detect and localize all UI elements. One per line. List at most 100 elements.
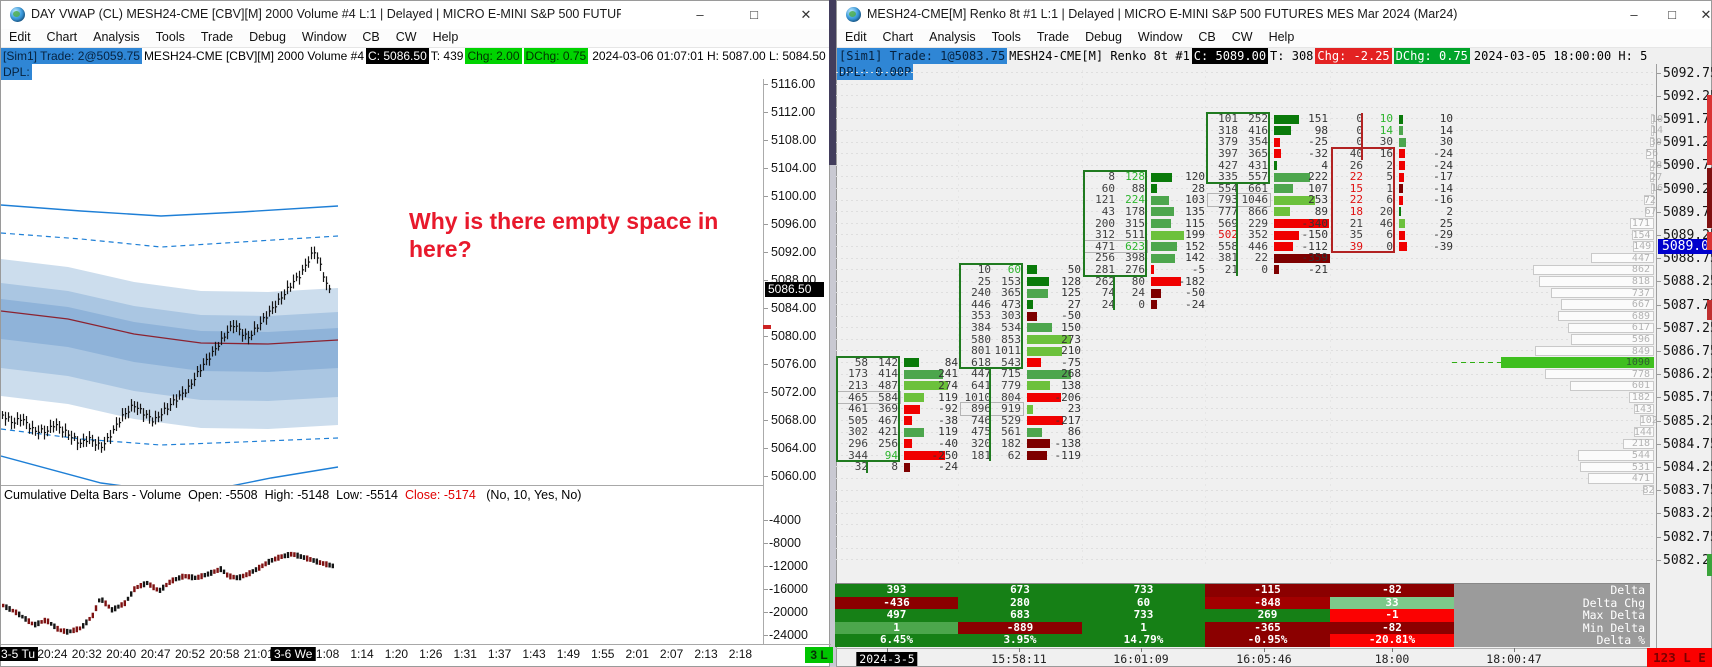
time-axis-label: 1:14 [350,647,374,661]
axis-tick [764,168,768,169]
right-status-line1: [Sim1] Trade: 1@5083.75 MESH24-CME[M] Re… [837,48,1711,64]
right-menu-tools[interactable]: Tools [991,30,1021,44]
subgraph-axis-label: -8000 [769,536,801,550]
left-menu-edit[interactable]: Edit [9,30,31,44]
pane-divider[interactable] [1,485,763,486]
left-main-chart[interactable] [1,79,763,485]
status-segment: [Sim1] Trade: 2@5059.75 [1,48,142,64]
axis-tick [764,476,768,477]
left-position-badge: 3 L [805,647,833,663]
time-axis-label: 1:55 [591,647,615,661]
time-axis-label: 20:58 [209,647,240,661]
time-axis-label: 3-5 Tu [0,647,39,661]
left-price-axis-line [763,79,764,644]
left-menu-trade[interactable]: Trade [200,30,234,44]
right-menu-debug[interactable]: Debug [1085,30,1122,44]
subgraph-axis-label: -24000 [769,628,808,642]
status-segment: DPL: 0.00P [837,64,914,80]
left-menu-cb[interactable]: CB [362,30,380,44]
status-segment: T: 308 [1270,49,1314,63]
axis-tick [764,280,768,281]
time-axis-label: 1:08 [315,647,340,661]
status-segment: 2024-03-05 18:00:00 H: 5 [1473,49,1648,63]
right-menu-edit[interactable]: Edit [845,30,867,44]
axis-tick [764,392,768,393]
status-segment: MESH24-CME[M] Renko 8t #1 [1009,49,1190,63]
right-menubar: Edit Chart Analysis Tools Trade Debug Window CB… [837,29,1711,48]
right-menu-cw[interactable]: CW [1231,30,1253,44]
left-status-line2: DPL: [1,64,829,80]
time-axis-label: 2:13 [694,647,718,661]
price-axis-label: 5108.00 [771,133,817,147]
left-menu-cw[interactable]: CW [395,30,417,44]
app-globe-icon [846,7,861,22]
time-axis-label: 1:20 [384,647,409,661]
vwap-axis-tick [763,325,771,329]
last-price-tag: 5086.50 [765,282,824,297]
axis-tick [764,364,768,365]
left-menu-debug[interactable]: Debug [249,30,286,44]
right-titlebar[interactable]: MESH24-CME[M] Renko 8t #1 L:1 | Delayed … [837,1,1711,30]
left-menubar: Edit Chart Analysis Tools Trade Debug Window CB… [1,29,829,48]
axis-tick [764,520,768,521]
close-icon[interactable]: ✕ [800,7,812,22]
price-axis-label: 5092.00 [771,245,817,259]
close-icon[interactable]: ✕ [1700,7,1712,22]
left-menu-tools[interactable]: Tools [155,30,185,44]
price-axis-label: 5064.00 [771,441,817,455]
status-segment: Chg: 2.00 [465,48,522,64]
right-menu-trade[interactable]: Trade [1036,30,1070,44]
left-subgraph-chart[interactable] [1,503,763,643]
axis-tick [764,420,768,421]
price-axis-label: 5084.00 [771,301,817,315]
price-axis-label: 5072.00 [771,385,817,399]
right-menu-analysis[interactable]: Analysis [929,30,976,44]
time-axis-label: 21:01 [243,647,274,661]
price-axis-label: 5116.00 [771,77,816,91]
right-menu-chart[interactable]: Chart [882,30,914,44]
right-menu-cb[interactable]: CB [1198,30,1216,44]
right-chart-window[interactable]: MESH24-CME[M] Renko 8t #1 L:1 | Delayed … [836,0,1712,667]
time-axis-label: 20:32 [71,647,102,661]
minimize-icon[interactable]: – [696,7,704,22]
axis-tick [764,224,768,225]
status-segment: DChg: 0.75 [523,48,589,64]
status-segment: 2024-03-06 01:07:01 H: 5087.00 L: 5084.5… [592,49,829,63]
right-menu-window[interactable]: Window [1137,30,1183,44]
time-axis-label: 1:43 [522,647,546,661]
left-menu-help[interactable]: Help [432,30,459,44]
status-segment: C: 5089.00 [1191,48,1269,64]
status-segment: T: 439 [430,49,464,63]
time-axis-label: 3-6 We [270,647,316,661]
minimize-icon[interactable]: – [1630,7,1638,22]
right-window-title: MESH24-CME[M] Renko 8t #1 L:1 | Delayed … [867,7,1458,21]
left-chart-window[interactable]: DAY VWAP (CL) MESH24-CME [CBV][M] 2000 V… [0,0,833,667]
maximize-icon[interactable]: □ [1668,7,1676,22]
app-globe-icon [10,7,25,22]
time-axis-label: 20:47 [140,647,171,661]
maximize-icon[interactable]: □ [750,7,758,22]
right-menu-help[interactable]: Help [1268,30,1295,44]
subgraph-axis-label: -16000 [769,582,808,596]
left-menu-analysis[interactable]: Analysis [93,30,140,44]
axis-tick [764,612,768,613]
axis-tick [764,566,768,567]
time-axis-label: 2:18 [728,647,753,661]
axis-tick [764,448,768,449]
time-axis-label: 2:01 [625,647,649,661]
time-axis-label: 1:26 [419,647,443,661]
time-axis-label: 20:40 [106,647,137,661]
axis-tick [764,336,768,337]
chart-annotation-text: Why is there empty space in here? [409,208,719,263]
left-menu-chart[interactable]: Chart [46,30,78,44]
time-axis-label: 20:24 [37,647,68,661]
left-titlebar[interactable]: DAY VWAP (CL) MESH24-CME [CBV][M] 2000 V… [1,1,829,30]
time-axis-label: 1:37 [487,647,512,661]
left-menu-window[interactable]: Window [301,30,347,44]
axis-tick [764,589,768,590]
axis-tick [764,252,768,253]
left-window-title: DAY VWAP (CL) MESH24-CME [CBV][M] 2000 V… [31,7,621,21]
time-axis-label: 20:52 [174,647,206,661]
axis-tick [764,308,768,309]
